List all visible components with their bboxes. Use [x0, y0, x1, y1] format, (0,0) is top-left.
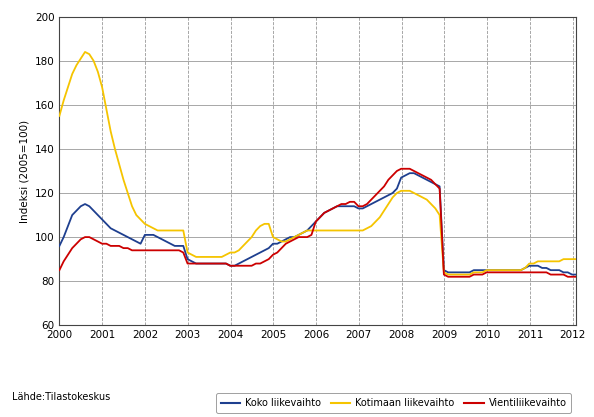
Legend: Koko liikevaihto, Kotimaan liikevaihto, Vientiliikevaihto: Koko liikevaihto, Kotimaan liikevaihto, …: [216, 393, 571, 413]
Text: Lähde:Tilastokeskus: Lähde:Tilastokeskus: [12, 392, 110, 402]
Y-axis label: Indeksi (2005=100): Indeksi (2005=100): [19, 119, 29, 223]
